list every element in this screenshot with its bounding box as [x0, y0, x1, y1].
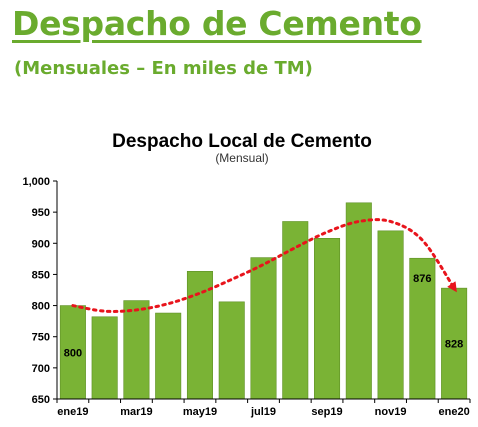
data-label: 876: [413, 273, 431, 285]
x-tick-label: mar19: [120, 406, 152, 418]
x-tick-label: ene20: [439, 406, 470, 418]
x-tick-label: ene19: [57, 406, 88, 418]
y-tick-label: 700: [32, 363, 50, 375]
slide-title: Despacho de Cemento: [12, 4, 422, 43]
y-tick-label: 900: [32, 238, 50, 250]
slide-subtitle: (Mensuales – En miles de TM): [14, 58, 313, 79]
trend-line: [71, 218, 457, 313]
bar-nov19: [377, 230, 404, 400]
bar-ago19: [282, 221, 309, 400]
bar-feb19: [91, 316, 118, 400]
y-tick-label: 850: [32, 269, 50, 281]
x-tick-label: nov19: [375, 406, 407, 418]
bar-oct19: [345, 202, 372, 400]
bar-ene19: [59, 305, 86, 400]
bar-sep19: [314, 238, 341, 400]
x-tick-label: may19: [183, 406, 217, 418]
chart-subtitle: (Mensual): [215, 151, 268, 165]
x-tick-label: sep19: [311, 406, 342, 418]
bar-mar19: [123, 300, 150, 400]
y-tick-label: 750: [32, 332, 50, 344]
bar-jun19: [218, 301, 245, 400]
bar-abr19: [155, 312, 182, 400]
bar-jul19: [250, 257, 277, 400]
y-tick-label: 1,000: [22, 176, 50, 188]
y-tick-label: 950: [32, 207, 50, 219]
y-tick-label: 800: [32, 301, 50, 313]
x-tick-label: jul19: [250, 406, 276, 418]
data-label: 800: [64, 347, 82, 359]
chart-title: Despacho Local de Cemento: [112, 131, 372, 152]
y-tick-label: 650: [32, 394, 50, 406]
bar-may19: [186, 271, 213, 400]
data-label: 828: [445, 339, 463, 351]
